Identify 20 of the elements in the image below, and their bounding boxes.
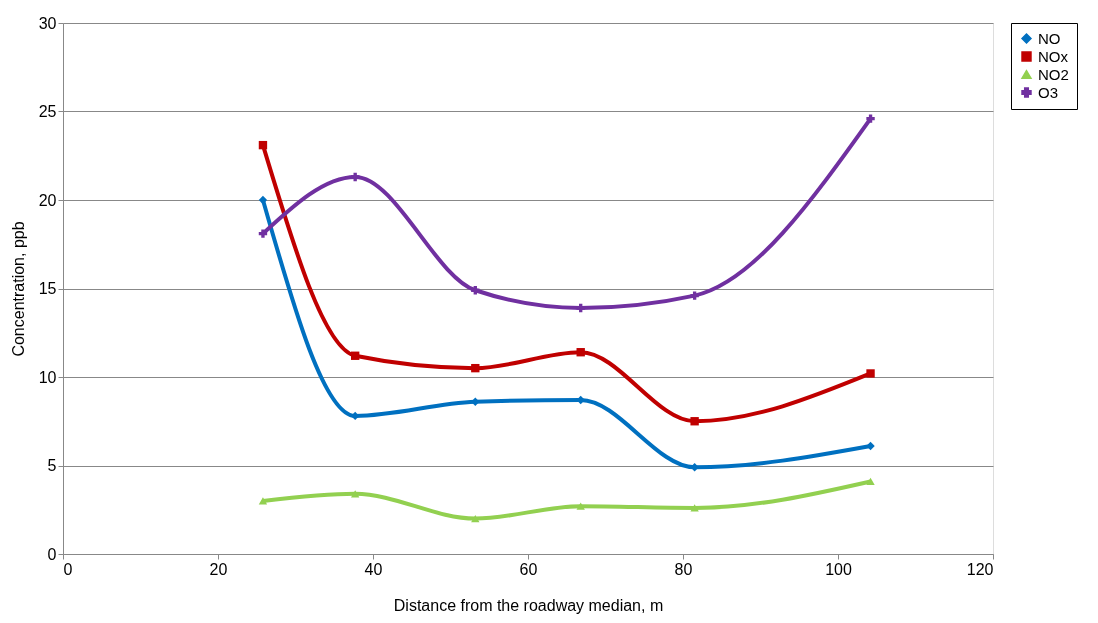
legend-label: NOx: [1038, 47, 1069, 65]
x-tick-label: 100: [825, 560, 852, 578]
y-axis-title: Concentration, ppb: [9, 221, 27, 357]
y-tick-label: 5: [47, 457, 57, 474]
y-tick-label: 0: [47, 545, 57, 563]
x-tick-label: 80: [674, 560, 693, 578]
legend-label: NO: [1038, 29, 1061, 47]
x-axis-title: Distance from the roadway median, m: [393, 596, 664, 614]
x-tick-label: 0: [63, 560, 73, 578]
legend-label: O3: [1038, 83, 1059, 101]
y-tick-label: 25: [38, 103, 57, 120]
y-tick-label: 30: [38, 14, 57, 32]
y-tick-label: 20: [38, 191, 57, 209]
x-tick-label: 20: [209, 560, 228, 578]
x-tick-label: 120: [966, 560, 994, 578]
x-tick-label: 40: [364, 560, 383, 578]
x-tick-label: 60: [519, 560, 538, 578]
y-tick-label: 15: [38, 280, 57, 297]
legend-label: NO2: [1038, 65, 1069, 83]
y-tick-label: 10: [38, 368, 57, 386]
